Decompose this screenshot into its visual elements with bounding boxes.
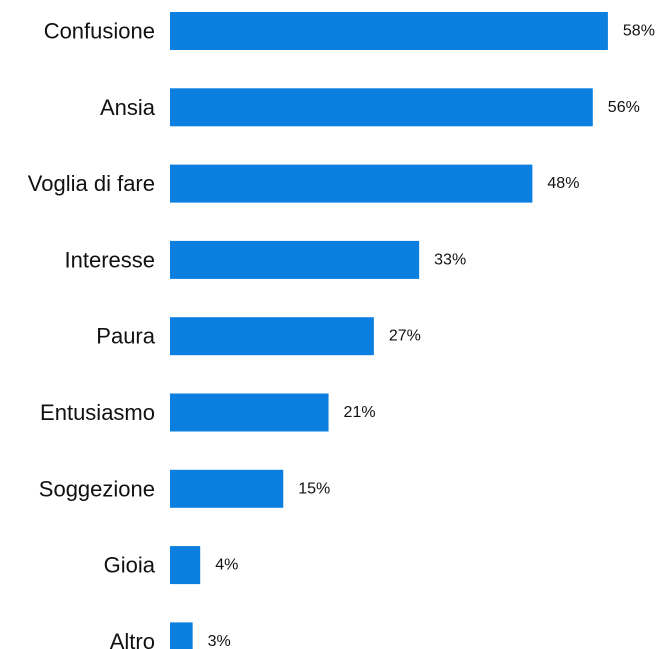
- bar-3: [170, 240, 420, 279]
- value-label-8: 3%: [208, 633, 231, 649]
- value-label-6: 15%: [298, 480, 330, 497]
- bar-1: [170, 88, 593, 127]
- category-label-1: Ansia: [100, 95, 156, 120]
- category-label-6: Soggezione: [39, 476, 155, 501]
- value-label-2: 48%: [547, 175, 579, 192]
- category-label-0: Confusione: [44, 19, 155, 44]
- bars-group: Confusione 58% Ansia 56% Voglia di fare 48% In…: [28, 12, 655, 649]
- value-label-3: 33%: [434, 251, 466, 268]
- category-label-3: Interesse: [65, 247, 156, 272]
- value-label-1: 56%: [608, 99, 640, 116]
- value-label-5: 21%: [344, 404, 376, 421]
- value-label-0: 58%: [623, 23, 655, 40]
- bar-6: [170, 469, 284, 508]
- category-label-4: Paura: [96, 324, 155, 349]
- category-label-8: Altro: [110, 629, 155, 649]
- bar-4: [170, 317, 374, 356]
- bar-5: [170, 393, 329, 432]
- category-label-2: Voglia di fare: [28, 171, 155, 196]
- value-label-7: 4%: [215, 557, 238, 574]
- bar-7: [170, 546, 201, 585]
- bar-8: [170, 622, 193, 649]
- category-label-7: Gioia: [104, 553, 156, 578]
- value-label-4: 27%: [389, 328, 421, 345]
- category-label-5: Entusiasmo: [40, 400, 155, 425]
- bar-0: [170, 12, 608, 50]
- bar-2: [170, 164, 533, 203]
